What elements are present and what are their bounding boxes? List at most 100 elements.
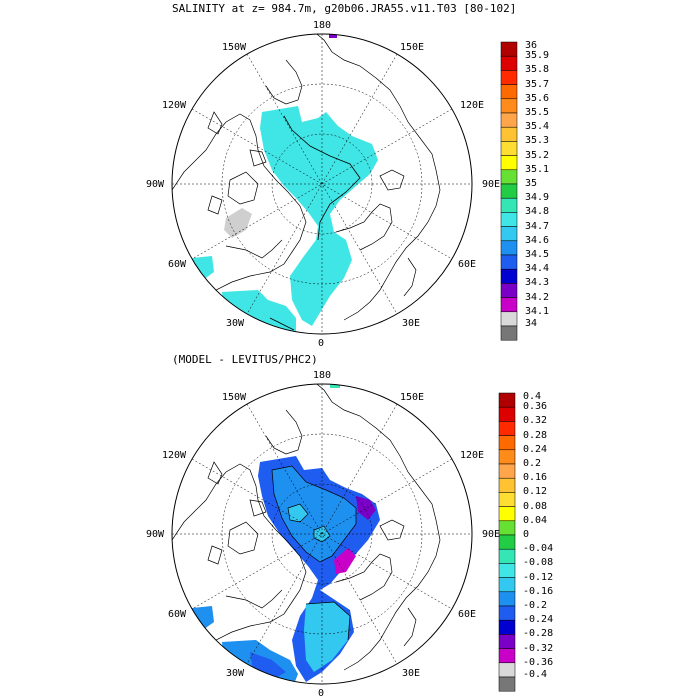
bottom-colorbar-swatch xyxy=(498,563,516,578)
top-colorbar-swatch xyxy=(500,325,518,341)
bottom-colorbar-label: -0.24 xyxy=(523,614,554,626)
top-colorbar-swatch xyxy=(500,70,518,85)
bottom-colorbar-swatch xyxy=(498,648,516,664)
bottom-colorbar-label: -0.28 xyxy=(523,628,554,640)
bottom-title: (MODEL - LEVITUS/PHC2) xyxy=(172,353,318,366)
bottom-colorbar-label: -0.12 xyxy=(523,571,554,583)
top-colorbar-label: 36 xyxy=(525,40,538,51)
bottom-colorbar-label: 0.24 xyxy=(523,443,548,455)
bottom-colorbar-swatch xyxy=(498,520,516,536)
bottom-colorbar xyxy=(498,392,516,692)
bottom-colorbar-swatch xyxy=(498,591,516,607)
bottom-colorbar-label: -0.2 xyxy=(523,600,548,611)
bottom-colorbar-swatch xyxy=(498,548,516,564)
top-colorbar-label: 35.3 xyxy=(525,135,550,147)
bottom-anomaly-purple-edge xyxy=(334,548,356,574)
top-colorbar-swatch xyxy=(500,126,518,142)
top-lon-label-60e: 60E xyxy=(458,259,477,270)
bottom-anomaly-field-labrador xyxy=(190,606,214,632)
bottom-colorbar-swatch xyxy=(498,449,516,465)
top-colorbar-label: 34.7 xyxy=(525,220,550,232)
top-colorbar-label: 34.9 xyxy=(525,192,550,204)
top-colorbar-swatch xyxy=(500,155,518,171)
bottom-graticule xyxy=(172,384,472,684)
top-title: SALINITY at z= 984.7m, g20b06.JRA55.v11.… xyxy=(172,2,517,15)
bottom-colorbar-label: -0.4 xyxy=(523,669,548,680)
top-colorbar-label: 35.7 xyxy=(525,78,550,90)
bottom-polar-map xyxy=(171,383,473,685)
bottom-colorbar-label: -0.36 xyxy=(523,656,554,668)
bottom-colorbar-label: -0.32 xyxy=(523,642,554,654)
top-colorbar-swatch xyxy=(500,84,518,100)
bottom-coastlines xyxy=(172,384,441,671)
top-lon-label-150w: 150W xyxy=(222,42,247,53)
top-salinity-field-arctic xyxy=(260,106,378,326)
bottom-colorbar-label: 0.28 xyxy=(523,429,548,441)
bottom-lon-label-30w: 30W xyxy=(226,668,245,679)
bottom-lon-label-180: 180 xyxy=(313,370,332,381)
top-lon-label-120e: 120E xyxy=(460,100,485,111)
top-colorbar-swatch xyxy=(500,141,518,156)
bottom-colorbar-label: 0.08 xyxy=(523,500,548,512)
top-colorbar-swatch xyxy=(500,297,518,313)
top-lon-label-60w: 60W xyxy=(168,259,187,270)
top-lon-label-30w: 30W xyxy=(226,318,245,329)
top-colorbar-swatch xyxy=(500,98,518,114)
bottom-colorbar-label: -0.04 xyxy=(523,543,554,555)
bottom-colorbar-swatch xyxy=(498,406,516,422)
top-colorbar-label: 35.9 xyxy=(525,50,550,62)
bottom-colorbar-label: -0.08 xyxy=(523,557,554,569)
top-colorbar-swatch xyxy=(500,41,518,57)
bottom-colorbar-label: 0.36 xyxy=(523,401,548,413)
bottom-colorbar-swatch xyxy=(498,506,516,522)
top-colorbar-swatch xyxy=(500,240,518,256)
top-small-patch xyxy=(329,34,337,38)
top-colorbar-label: 35.1 xyxy=(525,163,550,175)
bottom-colorbar-swatch xyxy=(498,435,516,451)
top-colorbar-swatch xyxy=(500,55,518,71)
top-colorbar-label: 34.1 xyxy=(525,305,550,317)
top-colorbar-swatch xyxy=(500,212,518,227)
bottom-colorbar-label: -0.16 xyxy=(523,585,554,597)
top-lon-label-30e: 30E xyxy=(402,318,421,329)
top-colorbar-label: 34 xyxy=(525,318,538,329)
bottom-colorbar-swatch xyxy=(498,605,516,621)
top-lon-label-180: 180 xyxy=(313,20,332,31)
top-colorbar-swatch xyxy=(500,311,518,327)
bottom-lon-label-30e: 30E xyxy=(402,668,421,679)
top-colorbar-swatch xyxy=(500,254,518,270)
top-coastlines xyxy=(172,34,441,321)
bottom-colorbar-swatch xyxy=(498,577,516,593)
top-lon-label-90e: 90E xyxy=(482,179,501,190)
top-lon-label-0: 0 xyxy=(318,338,325,349)
top-lon-label-90w: 90W xyxy=(146,179,165,190)
top-colorbar-label: 35.4 xyxy=(525,121,550,133)
top-colorbar-label: 34.6 xyxy=(525,234,550,246)
top-colorbar-swatch xyxy=(500,226,518,242)
bottom-anomaly-field-top xyxy=(330,384,340,388)
bottom-colorbar-swatch xyxy=(498,421,516,436)
bottom-lon-label-90e: 90E xyxy=(482,529,501,540)
bottom-colorbar-swatch xyxy=(498,492,516,507)
top-contour-line xyxy=(283,115,361,241)
top-colorbar-label: 35.5 xyxy=(525,107,550,118)
bottom-anomaly-field-south xyxy=(304,602,350,672)
bottom-lon-label-150e: 150E xyxy=(400,392,425,403)
top-colorbar-label: 34.5 xyxy=(525,249,550,260)
bottom-lon-label-150w: 150W xyxy=(222,392,247,403)
bottom-colorbar-swatch xyxy=(498,676,516,692)
top-colorbar-swatch xyxy=(500,112,518,128)
bottom-lon-label-120e: 120E xyxy=(460,450,485,461)
bottom-colorbar-swatch xyxy=(498,634,516,649)
bottom-lon-label-0: 0 xyxy=(318,688,325,699)
bottom-colorbar-label: 0.12 xyxy=(523,486,548,498)
top-salinity-low-greenland xyxy=(224,208,252,238)
top-contour-line xyxy=(269,317,295,331)
bottom-anomaly-field-inner xyxy=(272,466,356,562)
top-lon-label-120w: 120W xyxy=(162,100,187,111)
top-colorbar-label: 35.2 xyxy=(525,149,550,161)
top-colorbar-swatch xyxy=(500,283,518,298)
top-colorbar xyxy=(500,41,518,341)
bottom-map-boundary xyxy=(171,383,473,685)
